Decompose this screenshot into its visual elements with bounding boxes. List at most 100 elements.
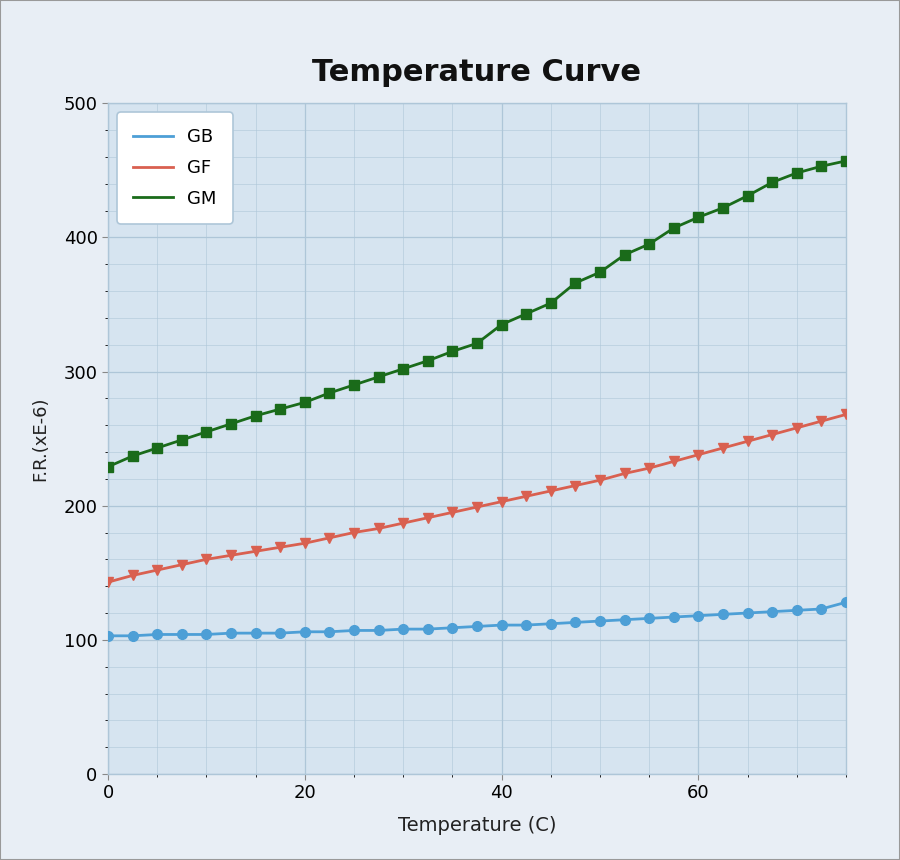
- GB: [742, 608, 753, 618]
- GF: [545, 486, 556, 496]
- Line: GF: GF: [104, 409, 850, 587]
- GM: [324, 388, 335, 398]
- GF: [374, 524, 384, 534]
- Line: GB: GB: [104, 598, 850, 641]
- GM: [447, 347, 458, 357]
- Legend: GB, GF, GM: GB, GF, GM: [117, 112, 233, 224]
- GM: [201, 427, 212, 437]
- GB: [422, 624, 433, 635]
- GB: [570, 617, 580, 628]
- GB: [717, 609, 728, 619]
- GB: [398, 624, 409, 635]
- GF: [717, 443, 728, 453]
- GF: [447, 507, 458, 518]
- GB: [201, 630, 212, 640]
- GM: [521, 309, 532, 319]
- GB: [791, 605, 802, 616]
- GB: [348, 625, 359, 636]
- GF: [619, 469, 630, 479]
- GB: [545, 618, 556, 629]
- GM: [644, 239, 654, 249]
- GB: [496, 620, 507, 630]
- GB: [103, 630, 113, 641]
- GB: [176, 630, 187, 640]
- GM: [398, 364, 409, 374]
- GF: [152, 565, 163, 575]
- GM: [300, 397, 310, 408]
- GF: [669, 457, 680, 467]
- GM: [841, 156, 851, 166]
- GF: [127, 570, 138, 581]
- GB: [816, 604, 827, 614]
- GB: [595, 616, 606, 626]
- GB: [127, 630, 138, 641]
- GM: [791, 168, 802, 178]
- GF: [767, 429, 778, 439]
- X-axis label: Temperature (C): Temperature (C): [398, 816, 556, 835]
- GB: [274, 628, 285, 638]
- GM: [669, 223, 680, 233]
- GF: [300, 538, 310, 549]
- GF: [176, 560, 187, 570]
- GB: [841, 597, 851, 607]
- GF: [472, 502, 482, 513]
- GM: [103, 462, 113, 472]
- GM: [595, 267, 606, 278]
- GM: [619, 249, 630, 260]
- GF: [103, 577, 113, 587]
- GM: [374, 372, 384, 382]
- GF: [422, 513, 433, 523]
- GM: [152, 443, 163, 453]
- Title: Temperature Curve: Temperature Curve: [312, 58, 642, 87]
- GB: [644, 613, 654, 624]
- GB: [324, 627, 335, 637]
- GM: [767, 177, 778, 187]
- GM: [472, 338, 482, 348]
- GB: [767, 606, 778, 617]
- GM: [693, 212, 704, 223]
- GB: [300, 627, 310, 637]
- GB: [152, 630, 163, 640]
- GF: [348, 527, 359, 538]
- GM: [816, 161, 827, 171]
- GF: [521, 491, 532, 501]
- GM: [717, 203, 728, 213]
- GB: [693, 611, 704, 621]
- GM: [496, 319, 507, 329]
- GM: [348, 380, 359, 390]
- GF: [595, 475, 606, 485]
- GM: [422, 356, 433, 366]
- GM: [226, 419, 237, 429]
- GB: [374, 625, 384, 636]
- GF: [644, 463, 654, 473]
- GF: [841, 409, 851, 420]
- GM: [742, 191, 753, 201]
- GF: [324, 532, 335, 543]
- GF: [226, 550, 237, 561]
- GM: [545, 298, 556, 308]
- GB: [619, 615, 630, 625]
- GF: [201, 554, 212, 564]
- GF: [816, 416, 827, 427]
- GB: [669, 611, 680, 622]
- GF: [274, 542, 285, 552]
- GB: [250, 628, 261, 638]
- GF: [693, 450, 704, 460]
- Y-axis label: F.R.(xE-6): F.R.(xE-6): [32, 396, 50, 481]
- GB: [447, 623, 458, 633]
- GM: [250, 410, 261, 421]
- GM: [274, 404, 285, 415]
- GF: [250, 546, 261, 556]
- GM: [127, 451, 138, 461]
- GB: [472, 621, 482, 631]
- GF: [791, 423, 802, 433]
- GM: [176, 435, 187, 445]
- GF: [398, 518, 409, 528]
- GF: [496, 496, 507, 507]
- GF: [570, 481, 580, 491]
- GB: [521, 620, 532, 630]
- GF: [742, 436, 753, 446]
- GB: [226, 628, 237, 638]
- Line: GM: GM: [104, 156, 850, 471]
- GM: [570, 278, 580, 288]
